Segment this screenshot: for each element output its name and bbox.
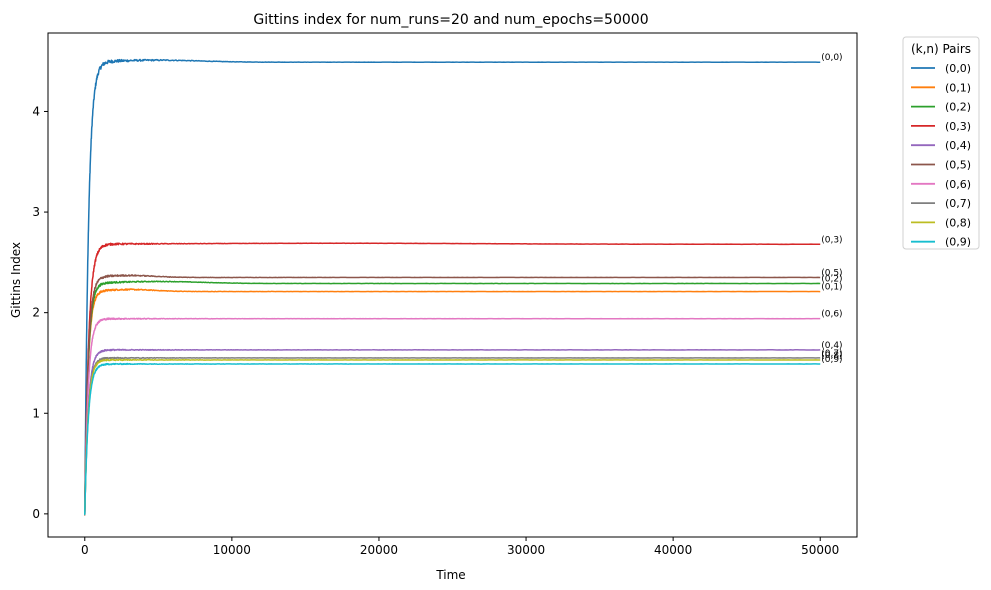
series-line: [84, 356, 821, 516]
x-tick-label: 20000: [360, 543, 398, 557]
series-line: [84, 288, 821, 516]
line-end-label: (0,6): [821, 310, 842, 320]
series-line: [84, 280, 821, 515]
legend-label: (0,6): [945, 178, 971, 191]
legend-label: (0,2): [945, 101, 971, 114]
line-end-label: (0,8): [821, 351, 842, 361]
x-tick-label: 10000: [213, 543, 251, 557]
y-tick-label: 2: [32, 306, 40, 320]
line-end-label: (0,9): [821, 355, 842, 365]
legend-box: [902, 36, 980, 250]
series-line: [84, 348, 821, 516]
x-tick-label: 40000: [654, 543, 692, 557]
line-end-label: (0,5): [821, 268, 842, 278]
line-end-label: (0,4): [821, 341, 842, 351]
x-axis: 0 10000 20000 30000 40000 50000: [81, 537, 839, 557]
legend-label: (0,9): [945, 236, 971, 249]
series-line: [84, 58, 821, 516]
x-tick-label: 30000: [507, 543, 545, 557]
line-end-labels: (0,0) (0,1)(0,2) (0,3) (0,4) (0,5) (0,6) (0,7)…: [821, 53, 842, 365]
x-axis-label: Time: [435, 568, 465, 582]
x-tick-label: 0: [81, 543, 89, 557]
y-tick-label: 0: [32, 507, 40, 521]
series-line: [84, 358, 821, 516]
series-line: [84, 362, 821, 516]
line-end-label: (0,3): [821, 235, 842, 245]
line-end-label: (0,0): [821, 53, 842, 63]
legend-label: (0,7): [945, 197, 971, 210]
y-tick-label: 4: [32, 104, 40, 118]
legend-label: (0,4): [945, 139, 971, 152]
y-axis: 0 1 2 3 4: [32, 104, 48, 521]
legend-label: (0,3): [945, 120, 971, 133]
line-end-label: (0,2): [821, 274, 842, 284]
series-line: [84, 274, 821, 516]
legend-items: (0,0) (0,1) (0,2) (0,3) (0,4) (0,5) (0,6) (0,7)…: [911, 62, 971, 249]
legend-label: (0,1): [945, 81, 971, 94]
legend-label: (0,5): [945, 159, 971, 172]
y-tick-label: 1: [32, 406, 40, 420]
chart-title: Gittins index for num_runs=20 and num_ep…: [253, 12, 648, 28]
line-end-label: (0,1): [821, 283, 842, 293]
y-axis-label: Gittins Index: [9, 242, 23, 318]
legend: (k,n) Pairs (0,0)(0,1)(0,2)(0,3)(0,4)(0,…: [902, 36, 980, 250]
line-end-label: (0,7): [821, 349, 842, 359]
series-line: [84, 317, 821, 516]
legend-title: (k,n) Pairs: [911, 42, 971, 56]
legend-label: (0,8): [945, 216, 971, 229]
y-tick-label: 3: [32, 205, 40, 219]
x-tick-label: 50000: [801, 543, 839, 557]
plot-frame: [47, 32, 858, 538]
series-line: [84, 242, 821, 514]
legend-label: (0,0): [945, 62, 971, 75]
plot-lines: [84, 58, 821, 516]
